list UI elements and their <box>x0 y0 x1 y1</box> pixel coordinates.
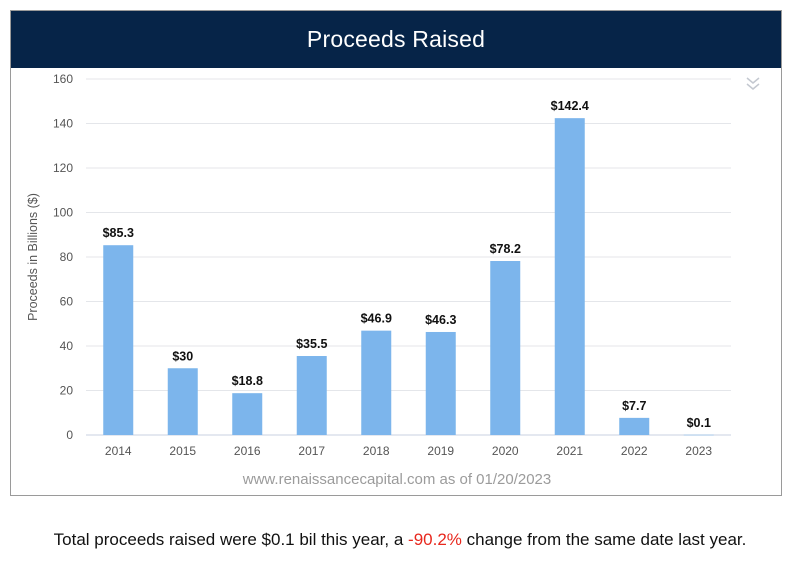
data-label-2023: $0.1 <box>687 416 711 430</box>
data-label-2020: $78.2 <box>490 242 521 256</box>
x-tick-label-2015: 2015 <box>169 444 196 458</box>
x-tick-label-2018: 2018 <box>363 444 390 458</box>
summary-text: Total proceeds raised were $0.1 bil this… <box>0 530 800 550</box>
x-tick-label-2016: 2016 <box>234 444 261 458</box>
summary-suffix: change from the same date last year. <box>461 530 747 549</box>
x-tick-label-2019: 2019 <box>427 444 454 458</box>
data-label-2015: $30 <box>172 349 193 363</box>
y-tick-label: 0 <box>66 428 73 442</box>
y-tick-label: 40 <box>60 339 74 353</box>
chart-header: Proceeds Raised <box>11 11 781 68</box>
y-tick-label: 140 <box>53 117 73 131</box>
x-tick-label-2022: 2022 <box>621 444 648 458</box>
bar-2021 <box>554 118 585 435</box>
change-percent: -90.2% <box>408 530 462 549</box>
data-label-2022: $7.7 <box>622 399 646 413</box>
source-watermark: www.renaissancecapital.com as of 01/20/2… <box>242 471 552 488</box>
summary-prefix: Total proceeds raised were $0.1 bil this… <box>53 530 409 549</box>
x-tick-label-2014: 2014 <box>105 444 132 458</box>
y-tick-label: 120 <box>53 161 73 175</box>
double-chevron-down-icon[interactable] <box>745 75 761 93</box>
bar-2018 <box>361 330 392 435</box>
data-label-2018: $46.9 <box>361 312 392 326</box>
y-tick-label: 100 <box>53 206 73 220</box>
data-label-2014: $85.3 <box>103 226 134 240</box>
proceeds-bar-chart: 0 20 40 60 80 100 120 140 160 Proceeds in Billion… <box>26 72 731 458</box>
bar-2020 <box>490 261 521 435</box>
chart-card: Proceeds Raised 0 20 40 60 80 100 120 140 160 Pro… <box>10 10 782 496</box>
bar-2022 <box>619 417 650 435</box>
x-tick-label-2020: 2020 <box>492 444 519 458</box>
data-label-2021: $142.4 <box>551 99 589 113</box>
bar-2016 <box>232 393 263 435</box>
y-axis-label: Proceeds in Billions ($) <box>26 193 40 321</box>
data-label-2016: $18.8 <box>232 374 263 388</box>
x-tick-label-2017: 2017 <box>298 444 325 458</box>
y-tick-label: 80 <box>60 250 74 264</box>
y-tick-label: 20 <box>60 384 74 398</box>
bar-2023 <box>683 434 714 436</box>
y-tick-label: 60 <box>60 295 74 309</box>
x-tick-label-2021: 2021 <box>556 444 583 458</box>
data-label-2017: $35.5 <box>296 337 327 351</box>
bar-2017 <box>296 356 327 435</box>
x-tick-label-2023: 2023 <box>685 444 712 458</box>
chart-title: Proceeds Raised <box>306 26 486 52</box>
data-label-2019: $46.3 <box>425 313 456 327</box>
y-tick-label: 160 <box>53 72 73 86</box>
bar-2015 <box>167 368 198 435</box>
bar-2014 <box>103 245 134 435</box>
bar-2019 <box>425 331 456 435</box>
